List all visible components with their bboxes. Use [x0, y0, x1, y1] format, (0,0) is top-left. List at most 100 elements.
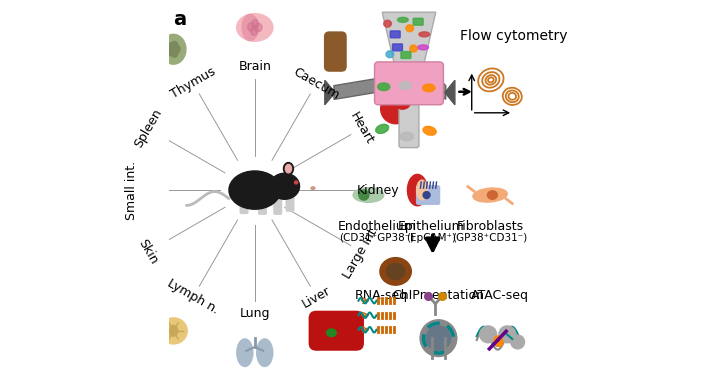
- Ellipse shape: [171, 49, 178, 57]
- Text: RNA-seq: RNA-seq: [354, 289, 408, 302]
- Polygon shape: [438, 78, 446, 99]
- Circle shape: [420, 320, 456, 356]
- Text: Flow cytometry: Flow cytometry: [460, 29, 568, 43]
- Ellipse shape: [242, 15, 258, 40]
- Ellipse shape: [237, 339, 253, 366]
- FancyBboxPatch shape: [240, 197, 248, 214]
- Ellipse shape: [386, 51, 394, 58]
- Ellipse shape: [384, 20, 392, 27]
- Ellipse shape: [381, 94, 410, 124]
- Ellipse shape: [487, 191, 498, 199]
- FancyBboxPatch shape: [325, 32, 346, 71]
- Ellipse shape: [173, 45, 180, 53]
- Text: Caecum: Caecum: [291, 65, 342, 102]
- Text: Large int.: Large int.: [341, 223, 382, 281]
- Ellipse shape: [377, 83, 390, 91]
- Polygon shape: [334, 78, 380, 99]
- Text: Brain: Brain: [238, 60, 271, 73]
- Ellipse shape: [251, 27, 258, 35]
- Circle shape: [499, 326, 516, 343]
- FancyBboxPatch shape: [401, 51, 411, 58]
- Text: Epithelium: Epithelium: [397, 220, 464, 233]
- FancyBboxPatch shape: [392, 44, 402, 51]
- Ellipse shape: [494, 336, 503, 346]
- Text: (CD31⁺GP38⁻): (CD31⁺GP38⁻): [340, 233, 415, 243]
- Text: a: a: [174, 10, 186, 29]
- FancyBboxPatch shape: [374, 62, 444, 105]
- Ellipse shape: [417, 180, 428, 200]
- Text: ChIPmentation: ChIPmentation: [392, 289, 485, 302]
- FancyBboxPatch shape: [390, 31, 400, 38]
- Text: Lymph n.: Lymph n.: [166, 277, 221, 317]
- Text: (EpCAM⁺): (EpCAM⁺): [406, 233, 456, 243]
- Ellipse shape: [270, 173, 300, 199]
- FancyBboxPatch shape: [413, 18, 423, 25]
- Ellipse shape: [168, 43, 174, 51]
- Ellipse shape: [84, 183, 96, 190]
- Text: Heart: Heart: [347, 110, 376, 147]
- Ellipse shape: [229, 171, 281, 209]
- Ellipse shape: [397, 17, 408, 22]
- Ellipse shape: [381, 94, 397, 109]
- Ellipse shape: [160, 318, 187, 344]
- Text: Liver: Liver: [300, 283, 333, 310]
- FancyBboxPatch shape: [310, 311, 364, 350]
- Text: Spleen: Spleen: [132, 107, 164, 150]
- Ellipse shape: [90, 186, 102, 194]
- FancyBboxPatch shape: [286, 194, 294, 211]
- Ellipse shape: [105, 95, 123, 122]
- Text: Fibroblasts: Fibroblasts: [456, 220, 523, 233]
- Text: Skin: Skin: [136, 237, 161, 266]
- Ellipse shape: [418, 45, 428, 50]
- Text: Endothelium: Endothelium: [338, 220, 417, 233]
- FancyBboxPatch shape: [258, 197, 266, 214]
- Ellipse shape: [376, 124, 389, 133]
- Ellipse shape: [161, 34, 186, 64]
- Ellipse shape: [410, 45, 418, 52]
- Text: Small int.: Small int.: [125, 161, 138, 220]
- Text: Kidney: Kidney: [356, 184, 400, 197]
- Text: Lung: Lung: [240, 307, 270, 320]
- FancyBboxPatch shape: [417, 186, 440, 204]
- Circle shape: [426, 326, 451, 351]
- Ellipse shape: [423, 126, 436, 135]
- Ellipse shape: [284, 162, 294, 175]
- Text: Thymus: Thymus: [168, 65, 218, 101]
- Ellipse shape: [359, 190, 369, 200]
- Ellipse shape: [237, 14, 273, 41]
- Ellipse shape: [419, 32, 430, 37]
- Polygon shape: [445, 80, 455, 105]
- Ellipse shape: [400, 132, 413, 141]
- Circle shape: [510, 335, 525, 349]
- Ellipse shape: [84, 190, 96, 197]
- Ellipse shape: [75, 175, 109, 205]
- FancyBboxPatch shape: [100, 255, 127, 270]
- Ellipse shape: [311, 187, 315, 190]
- Ellipse shape: [169, 326, 178, 336]
- Ellipse shape: [473, 188, 508, 202]
- Ellipse shape: [171, 41, 178, 50]
- Ellipse shape: [408, 174, 428, 206]
- FancyBboxPatch shape: [274, 197, 282, 214]
- Ellipse shape: [423, 192, 430, 199]
- Polygon shape: [382, 12, 436, 68]
- Text: (GP38⁺CD31⁻): (GP38⁺CD31⁻): [452, 233, 528, 243]
- FancyBboxPatch shape: [99, 255, 128, 290]
- Ellipse shape: [255, 23, 262, 32]
- Ellipse shape: [294, 181, 297, 184]
- Ellipse shape: [380, 258, 411, 285]
- Ellipse shape: [168, 47, 174, 56]
- FancyBboxPatch shape: [399, 98, 419, 147]
- Ellipse shape: [327, 329, 336, 337]
- Ellipse shape: [395, 94, 410, 109]
- Text: ATAC-seq: ATAC-seq: [471, 289, 528, 302]
- Circle shape: [480, 326, 497, 343]
- Ellipse shape: [251, 20, 258, 28]
- Ellipse shape: [285, 164, 292, 173]
- Ellipse shape: [423, 84, 435, 92]
- Ellipse shape: [248, 23, 254, 31]
- Ellipse shape: [406, 25, 413, 32]
- Ellipse shape: [387, 263, 405, 280]
- Ellipse shape: [257, 339, 273, 366]
- Ellipse shape: [353, 188, 384, 202]
